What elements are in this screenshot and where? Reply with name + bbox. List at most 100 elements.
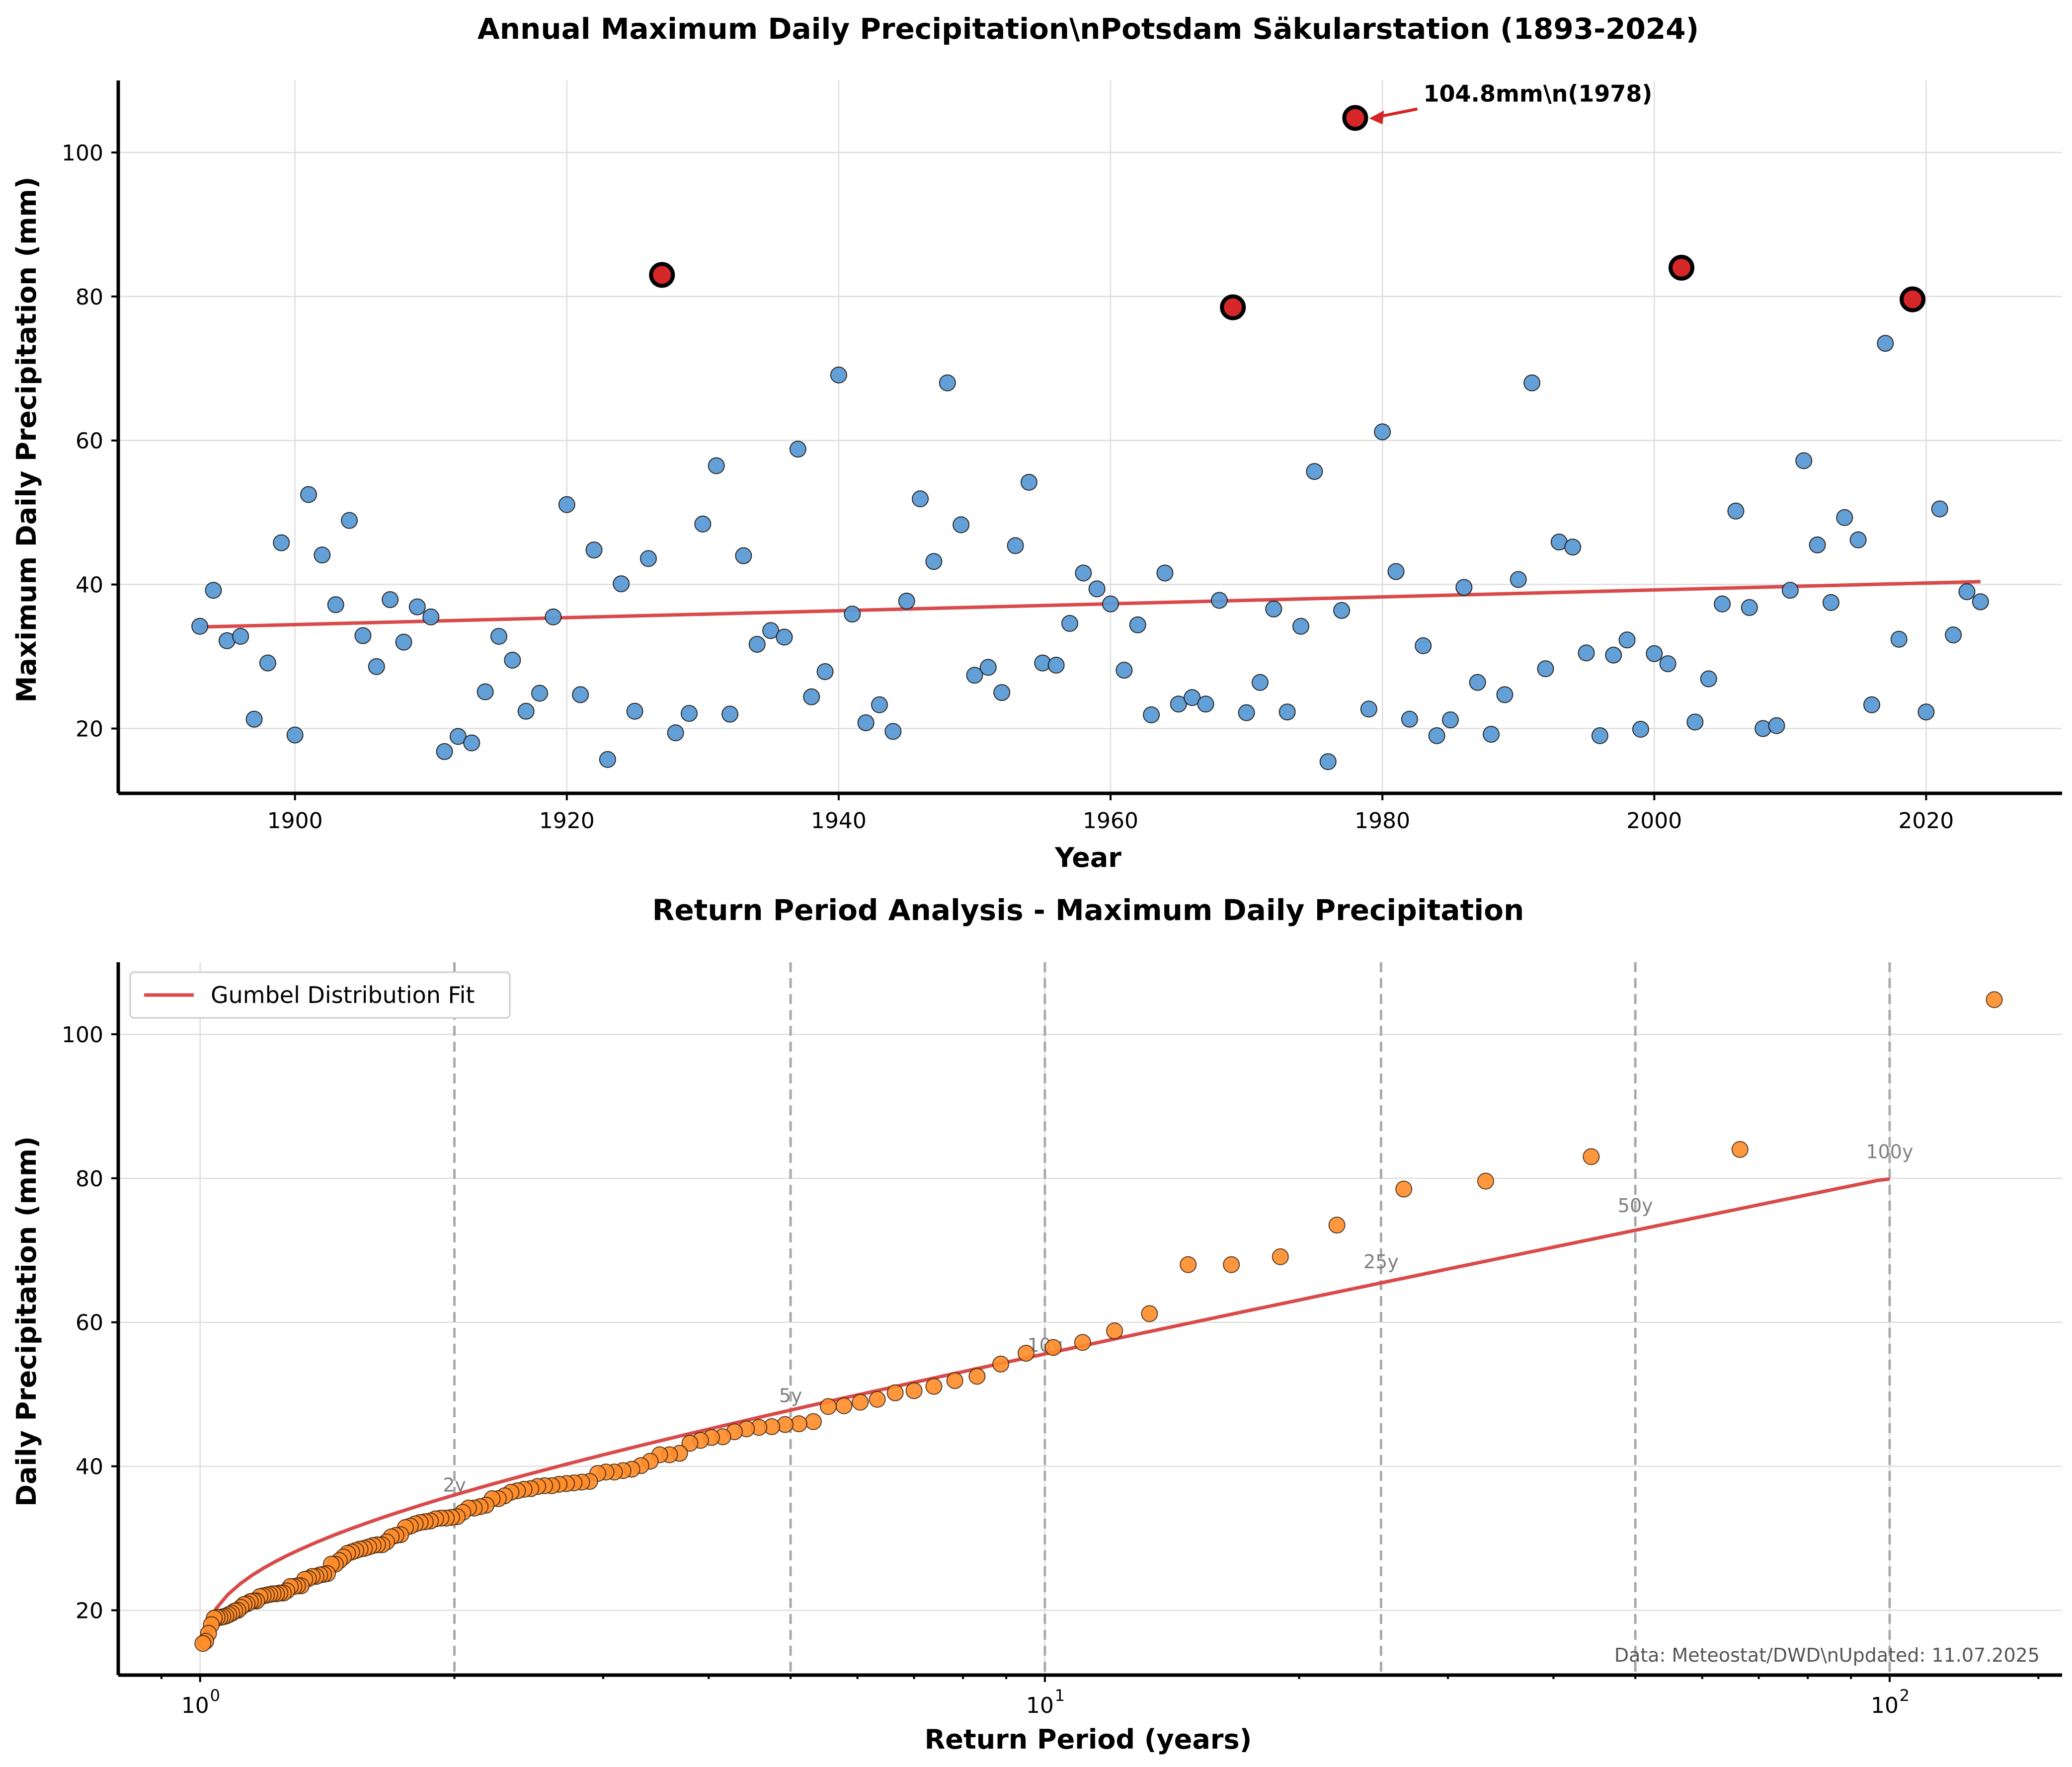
data-point xyxy=(667,724,684,742)
data-point xyxy=(1863,696,1881,713)
data-point xyxy=(1197,695,1214,713)
data-point xyxy=(341,512,358,529)
data-point xyxy=(1328,1217,1346,1234)
data-point xyxy=(1020,473,1037,491)
data-point xyxy=(1319,753,1337,770)
data-point xyxy=(1659,655,1676,673)
data-point xyxy=(1238,704,1255,721)
legend: Gumbel Distribution Fit xyxy=(129,971,511,1019)
data-point xyxy=(844,606,861,623)
data-point xyxy=(762,622,780,639)
data-point xyxy=(905,1382,923,1399)
x-tick-label: 1960 xyxy=(1083,808,1138,834)
data-point xyxy=(869,1390,886,1408)
data-point xyxy=(680,705,698,722)
data-point xyxy=(830,366,847,384)
data-point xyxy=(748,635,766,653)
chart-title: Annual Maximum Daily Precipitation\nPots… xyxy=(478,12,1699,46)
data-point xyxy=(776,628,793,646)
x-tick-label: 10 xyxy=(181,1693,209,1718)
data-point xyxy=(1180,1256,1197,1273)
y-tick-label: 80 xyxy=(76,1166,103,1192)
data-point xyxy=(1849,531,1867,548)
data-point xyxy=(1102,595,1119,613)
data-point xyxy=(993,684,1011,701)
extreme-point xyxy=(1900,286,1926,312)
data-points xyxy=(194,991,2003,1652)
data-point xyxy=(953,516,970,534)
data-point xyxy=(1428,727,1445,745)
data-point xyxy=(1877,335,1894,352)
data-point xyxy=(1754,720,1772,737)
data-point xyxy=(1129,616,1146,633)
data-point xyxy=(517,702,535,720)
data-point xyxy=(1795,452,1813,469)
data-point xyxy=(1278,703,1296,721)
data-point xyxy=(300,486,317,503)
footer-note: Data: Meteostat/DWD\nUpdated: 11.07.2025 xyxy=(1614,1644,2040,1666)
data-point xyxy=(1632,720,1649,738)
data-point xyxy=(1477,1172,1494,1190)
data-point xyxy=(804,1413,822,1430)
return-period-label: 100y xyxy=(1866,1141,1913,1162)
x-tick-label: 1900 xyxy=(267,808,323,834)
data-point xyxy=(273,534,290,551)
data-point xyxy=(422,608,440,625)
data-point xyxy=(1986,991,2003,1008)
data-point xyxy=(1469,674,1486,691)
annotation-arrowhead xyxy=(1369,110,1384,125)
data-point xyxy=(835,1397,853,1414)
data-point xyxy=(1047,656,1065,674)
y-tick-label: 40 xyxy=(76,1455,103,1480)
data-point xyxy=(852,1393,869,1411)
data-point xyxy=(1223,1256,1240,1273)
extreme-point xyxy=(1669,254,1695,281)
data-point xyxy=(327,596,344,614)
annotation: 104.8mm\n(1978) xyxy=(1369,80,1652,125)
x-axis-label: Return Period (years) xyxy=(925,1724,1252,1755)
data-point xyxy=(1306,463,1323,480)
data-point xyxy=(1931,500,1948,518)
data-point xyxy=(1714,595,1731,613)
x-tick-label: 2000 xyxy=(1626,808,1682,834)
data-point xyxy=(558,496,575,513)
data-point xyxy=(820,1398,837,1415)
data-point xyxy=(884,723,902,740)
data-point xyxy=(694,515,712,533)
data-point xyxy=(1958,583,1976,601)
data-point xyxy=(314,546,331,564)
data-point xyxy=(1106,1322,1123,1340)
x-tick-label: 10 xyxy=(1871,1693,1899,1718)
data-point xyxy=(1088,580,1106,598)
data-point xyxy=(436,743,453,760)
return-period-label: 25y xyxy=(1363,1251,1399,1273)
data-point xyxy=(912,490,929,508)
legend-box xyxy=(129,971,511,1019)
data-point xyxy=(1781,582,1799,599)
data-point xyxy=(1686,713,1704,731)
x-tick-label: 1940 xyxy=(811,808,867,834)
y-axis-label: Maximum Daily Precipitation (mm) xyxy=(11,177,42,703)
data-point xyxy=(545,608,562,625)
data-point xyxy=(613,575,630,593)
data-point xyxy=(1741,599,1758,616)
data-point xyxy=(1731,1141,1749,1158)
data-point xyxy=(1809,536,1826,553)
data-point xyxy=(382,591,399,609)
data-point xyxy=(1401,710,1418,728)
data-point xyxy=(925,1378,943,1395)
data-point xyxy=(490,628,507,645)
data-point xyxy=(286,726,304,744)
x-axis-label: Year xyxy=(1054,842,1121,873)
extreme-point xyxy=(649,262,675,288)
data-point xyxy=(1768,717,1785,734)
data-point xyxy=(1578,644,1595,662)
data-point xyxy=(1075,564,1092,582)
data-point xyxy=(939,374,956,391)
data-point xyxy=(735,547,752,564)
return-period-label: 5y xyxy=(779,1385,802,1407)
data-point xyxy=(1210,592,1228,609)
data-point xyxy=(968,1368,986,1385)
